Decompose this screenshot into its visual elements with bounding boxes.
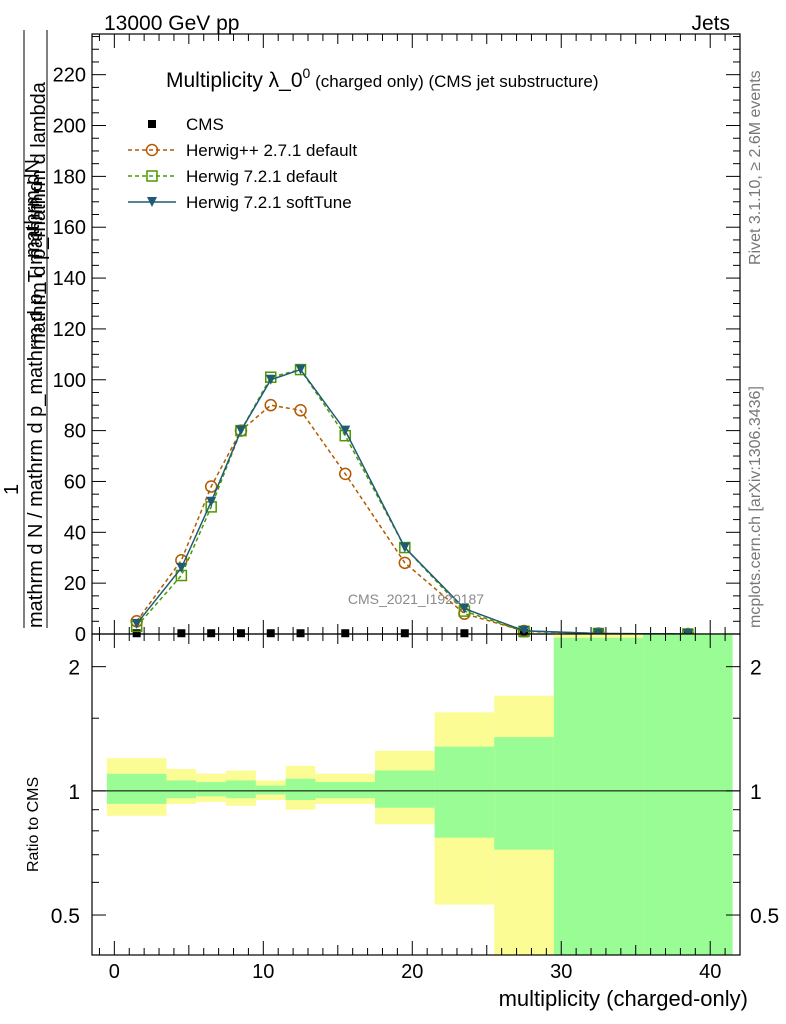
x-tick-label: 40 [699, 961, 721, 983]
data-point-series-1-4 [264, 398, 278, 412]
x-tick-label: 20 [401, 961, 423, 983]
data-point-series-0-0 [132, 629, 141, 638]
data-point-series-3-9 [519, 625, 529, 636]
chart-title-superscript: 0 [303, 65, 311, 81]
ratio-y-tick-label-left: 0.5 [51, 905, 80, 928]
ratio-green-band-7 [375, 770, 435, 808]
ratio-green-band-6 [315, 782, 376, 799]
y-tick-label: 40 [64, 522, 86, 544]
x-tick-label: 30 [550, 961, 572, 983]
data-point-series-1-5 [294, 404, 307, 417]
ratio-green-band-5 [285, 778, 316, 801]
y-tick-label: 0 [75, 624, 86, 646]
ratio-y-tick-label-right: 0.5 [750, 905, 779, 928]
mcplots-source-label: mcplots.cern.ch [arXiv:1306.3436] [747, 386, 764, 628]
data-point-series-3-0 [131, 618, 142, 629]
data-point-series-3-5 [295, 364, 306, 375]
ratio-green-band-10 [553, 637, 644, 955]
data-point-series-3-1 [176, 562, 187, 573]
rivet-version-label: Rivet 3.1.10, ≥ 2.6M events [747, 70, 764, 265]
legend-label-1: Herwig++ 2.7.1 default [186, 141, 357, 160]
series-line-3 [136, 368, 688, 635]
header-left-label: 13000 GeV pp [104, 12, 239, 35]
ratio-green-band-2 [196, 782, 227, 797]
ratio-green-band-8 [434, 746, 495, 838]
y-tick-label: 200 [53, 116, 86, 138]
data-point-series-0-8 [460, 629, 469, 638]
legend: CMS Herwig++ 2.7.1 default Herwig 7.2.1 de… [128, 115, 357, 212]
y-tick-label: 80 [64, 421, 86, 443]
y-tick-label: 160 [53, 217, 86, 239]
x-axis-label: multiplicity (charged-only) [499, 986, 748, 1011]
data-point-series-3-8 [459, 603, 470, 614]
chart-title: Multiplicity λ_00 (charged only) (CMS je… [166, 65, 599, 92]
chart-title-main: Multiplicity λ_0 [166, 69, 303, 92]
data-point-series-0-6 [341, 629, 350, 638]
y-tick-label: 140 [53, 268, 86, 290]
main-y-axis-label: mathrm dN mathrm d p_mathrm d lambda 1 m… [1, 30, 50, 628]
data-point-series-3-6 [340, 425, 351, 436]
data-point-series-3-2 [206, 496, 217, 507]
y-tick-label: 100 [53, 370, 86, 392]
data-point-series-0-3 [236, 629, 245, 638]
ylabel-denominator: mathrm d p_mathrm d lambda [28, 81, 50, 350]
data-point-series-0-4 [266, 629, 275, 638]
x-tick-label: 0 [109, 961, 120, 983]
data-point-series-0-7 [400, 629, 409, 638]
ratio-y-tick-label-right: 2 [750, 657, 762, 680]
ratio-green-band-4 [255, 785, 286, 795]
legend-label-3: Herwig 7.2.1 softTune [186, 193, 352, 212]
ratio-green-band-11 [643, 634, 733, 955]
data-point-series-1-6 [338, 467, 352, 481]
ylabel-lhs-numerator: 1 [1, 484, 23, 495]
y-tick-label: 220 [53, 65, 86, 87]
main-plot-area: 0 20 40 60 80 100 120 140 160 180 200 220 [53, 33, 741, 646]
data-point-series-3-4 [265, 374, 276, 385]
data-point-series-3-7 [399, 542, 410, 553]
y-tick-label: 20 [64, 573, 86, 595]
legend-label-2: Herwig 7.2.1 default [186, 167, 337, 186]
ratio-y-tick-label-right: 1 [750, 781, 762, 804]
data-point-series-0-1 [177, 629, 186, 638]
legend-marker-0 [148, 120, 156, 128]
ratio-plot-frame [91, 633, 741, 956]
header-right-label: Jets [691, 12, 730, 35]
data-point-series-3-3 [235, 425, 246, 436]
data-point-series-1-7 [398, 556, 412, 570]
y-tick-label: 60 [64, 471, 86, 493]
y-tick-label: 180 [53, 166, 86, 188]
ratio-green-band-9 [494, 737, 554, 850]
y-tick-label: 120 [53, 319, 86, 341]
legend-label-0: CMS [186, 115, 224, 134]
data-point-series-1-2 [204, 480, 218, 493]
ratio-y-tick-label-left: 1 [68, 781, 80, 804]
legend-marker-3 [147, 197, 157, 207]
ratio-green-band-0 [106, 773, 167, 804]
legend-marker-1 [145, 143, 159, 157]
ratio-green-band-1 [166, 780, 197, 799]
ratio-green-band-3 [226, 780, 256, 799]
legend-marker-2 [146, 170, 158, 182]
ylabel-lhs-denominator: mathrm d N / mathrm d p_mathrm d p_T mat… [25, 180, 47, 628]
data-point-series-0-2 [207, 629, 216, 638]
chart-title-suffix: (charged only) (CMS jet substructure) [310, 72, 598, 91]
ylabel-numerator: mathrm dN [22, 159, 44, 258]
ratio-plot-area: 0 10 20 30 40 0.5 0.5 1 1 2 2 [51, 633, 779, 983]
analysis-watermark: CMS_2021_I1920187 [348, 591, 484, 607]
ratio-y-tick-label-left: 2 [68, 657, 80, 680]
ratio-y-axis-label: Ratio to CMS [25, 777, 42, 872]
data-point-series-0-5 [296, 629, 305, 638]
x-tick-label: 10 [252, 961, 274, 983]
